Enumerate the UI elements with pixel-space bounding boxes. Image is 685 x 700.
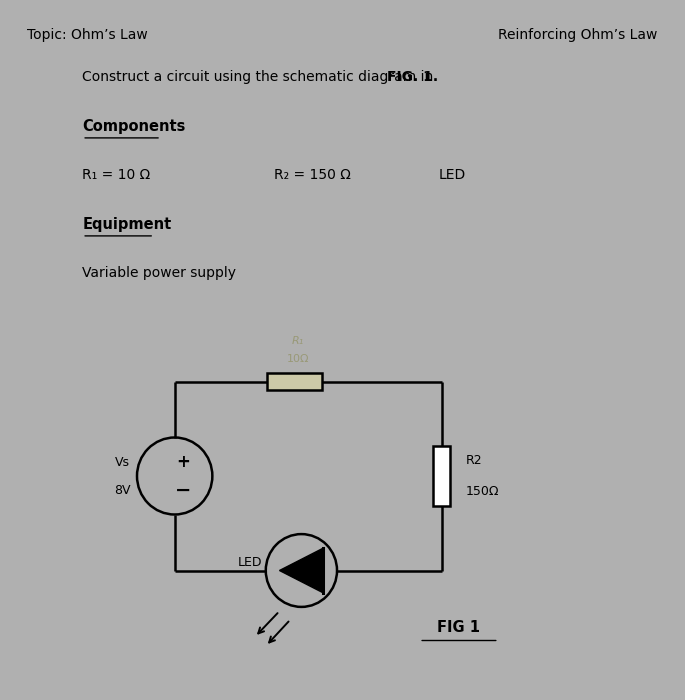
Text: R₁: R₁ bbox=[292, 336, 304, 346]
Text: R₁ = 10 Ω: R₁ = 10 Ω bbox=[82, 168, 151, 182]
Text: 150Ω: 150Ω bbox=[465, 485, 499, 498]
Text: R2: R2 bbox=[465, 454, 482, 467]
Text: 8V: 8V bbox=[114, 484, 130, 496]
Text: Vs: Vs bbox=[114, 456, 129, 468]
Text: Equipment: Equipment bbox=[82, 217, 171, 232]
Text: FIG. 1.: FIG. 1. bbox=[387, 70, 438, 84]
Text: LED: LED bbox=[438, 168, 466, 182]
Text: Construct a circuit using the schematic diagram in: Construct a circuit using the schematic … bbox=[82, 70, 438, 84]
Text: Variable power supply: Variable power supply bbox=[82, 266, 236, 280]
Text: Reinforcing Ohm’s Law: Reinforcing Ohm’s Law bbox=[498, 28, 658, 42]
Bar bbox=[267, 372, 322, 391]
Text: FIG 1: FIG 1 bbox=[438, 620, 480, 634]
Text: LED: LED bbox=[238, 556, 262, 568]
Text: R₂ = 150 Ω: R₂ = 150 Ω bbox=[274, 168, 351, 182]
Polygon shape bbox=[279, 548, 323, 593]
Text: −: − bbox=[175, 480, 192, 500]
Text: 10Ω: 10Ω bbox=[287, 354, 309, 364]
Text: +: + bbox=[177, 453, 190, 471]
Text: Components: Components bbox=[82, 119, 186, 134]
Bar bbox=[434, 447, 451, 505]
Text: Topic: Ohm’s Law: Topic: Ohm’s Law bbox=[27, 28, 148, 42]
